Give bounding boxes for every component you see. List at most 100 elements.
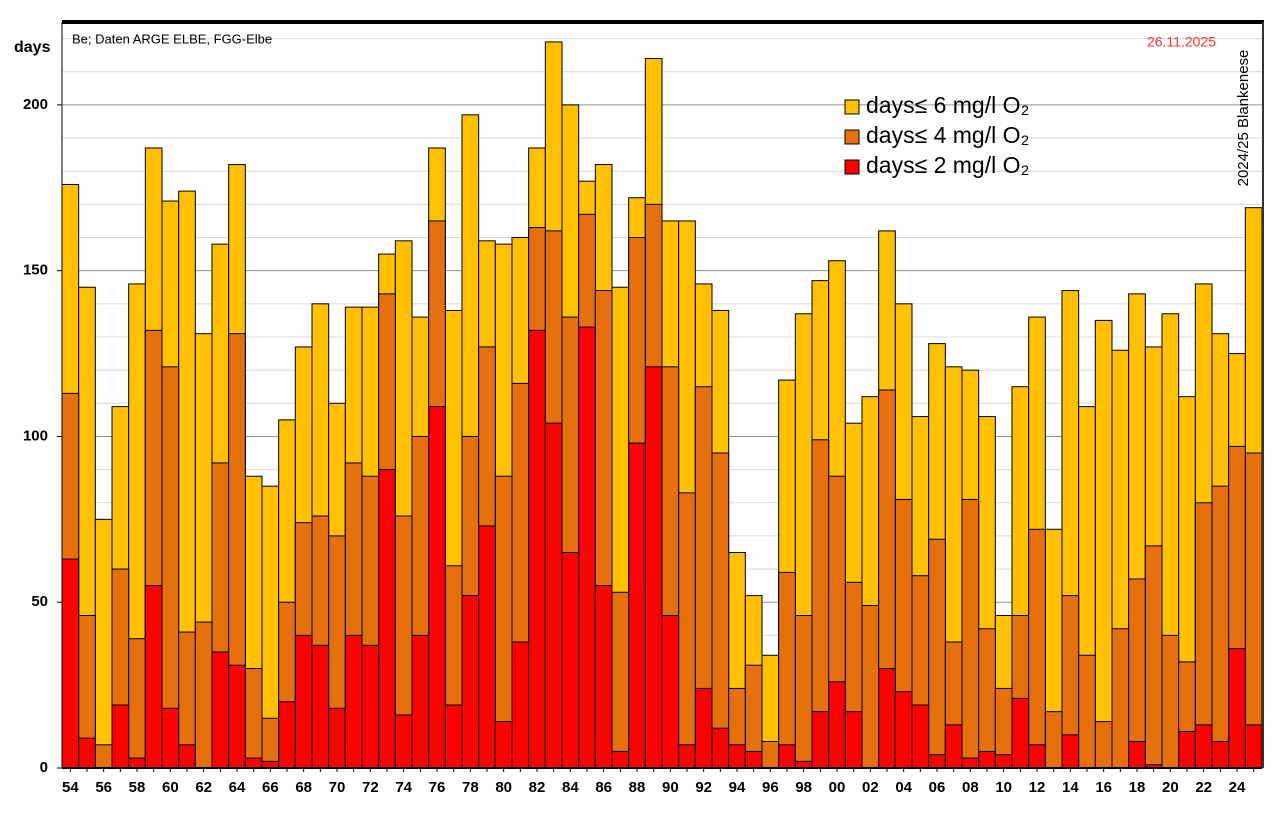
bar: [711, 727, 730, 769]
bar: [494, 721, 513, 769]
bar: [611, 591, 630, 769]
x-tick-label: 92: [695, 779, 712, 796]
bar: [61, 558, 80, 769]
y-tick-label: 0: [40, 759, 48, 776]
x-tick-label: 98: [795, 779, 812, 796]
bar: [344, 634, 363, 769]
bar: [1028, 528, 1046, 769]
x-tick-label: 56: [95, 779, 112, 796]
x-tick-label: 24: [1229, 779, 1246, 796]
bar: [428, 406, 446, 769]
bar: [161, 707, 180, 769]
bar: [1211, 485, 1230, 769]
y-tick-label: 150: [23, 262, 48, 279]
x-tick-label: 80: [495, 779, 512, 796]
bar: [778, 744, 796, 769]
bar: [978, 628, 996, 769]
bar: [1194, 724, 1213, 769]
x-tick-label: 84: [562, 779, 579, 796]
bar: [894, 691, 913, 769]
legend-swatch: [844, 159, 860, 175]
bar: [1078, 654, 1096, 769]
bar: [744, 750, 763, 769]
x-tick-label: 78: [462, 779, 479, 796]
x-tick-label: 12: [1029, 779, 1046, 796]
bar: [78, 737, 96, 769]
bar: [311, 644, 330, 769]
bar: [928, 538, 946, 769]
bar: [678, 492, 696, 769]
bar: [994, 754, 1013, 769]
legend-label: days≤ 4 mg/l O₂: [866, 122, 1029, 148]
x-tick-label: 10: [995, 779, 1012, 796]
x-tick-label: 16: [1095, 779, 1112, 796]
bar: [261, 717, 280, 769]
x-tick-label: 94: [729, 779, 746, 796]
bar: [661, 614, 680, 769]
bar: [1211, 740, 1230, 769]
x-tick-label: 82: [529, 779, 546, 796]
bar: [1111, 628, 1130, 769]
bar: [628, 442, 646, 769]
bar: [611, 750, 630, 769]
bar: [594, 585, 613, 769]
bar: [1011, 697, 1030, 769]
bar: [361, 644, 380, 769]
bar: [911, 704, 930, 769]
bar: [761, 740, 780, 769]
bar: [678, 744, 696, 769]
bar: [944, 724, 963, 769]
bar: [844, 711, 863, 769]
bar: [128, 638, 146, 769]
bar: [111, 704, 130, 769]
x-tick-label: 96: [762, 779, 779, 796]
bar: [411, 634, 430, 769]
bar: [211, 651, 230, 769]
bar: [811, 711, 830, 769]
bar: [1228, 648, 1246, 769]
bar: [444, 704, 463, 769]
bar: [144, 585, 163, 769]
bar: [928, 754, 946, 769]
bar: [478, 525, 496, 769]
bar: [1028, 744, 1046, 769]
bar: [861, 605, 880, 769]
x-tick-label: 86: [595, 779, 612, 796]
bar: [578, 326, 596, 769]
bar: [794, 614, 813, 769]
bar: [1244, 452, 1263, 769]
bar: [694, 687, 713, 769]
bar: [561, 551, 580, 769]
bar: [644, 366, 663, 769]
bar: [394, 714, 413, 769]
bar: [778, 571, 796, 769]
bar: [878, 668, 896, 769]
bar: [194, 621, 213, 769]
bar: [1244, 724, 1263, 769]
bar: [294, 634, 313, 769]
x-tick-label: 76: [429, 779, 446, 796]
bar: [728, 744, 746, 769]
bar: [1128, 578, 1146, 769]
x-tick-label: 64: [229, 779, 246, 796]
bar: [94, 518, 113, 769]
bar: [711, 452, 730, 769]
x-tick-label: 22: [1195, 779, 1212, 796]
x-tick-label: 02: [862, 779, 879, 796]
x-tick-label: 66: [262, 779, 279, 796]
x-tick-label: 60: [162, 779, 179, 796]
bar: [511, 641, 530, 769]
x-tick-label: 18: [1129, 779, 1146, 796]
bar: [544, 422, 563, 769]
x-tick-label: 70: [329, 779, 346, 796]
bar: [244, 668, 263, 769]
bar: [1094, 319, 1113, 769]
bar: [244, 757, 263, 769]
x-tick-label: 74: [395, 779, 412, 796]
x-tick-label: 08: [962, 779, 979, 796]
x-tick-label: 88: [629, 779, 646, 796]
y-tick-label: 200: [23, 96, 48, 113]
x-tick-label: 90: [662, 779, 679, 796]
bar: [978, 750, 996, 769]
bar: [1144, 545, 1163, 769]
